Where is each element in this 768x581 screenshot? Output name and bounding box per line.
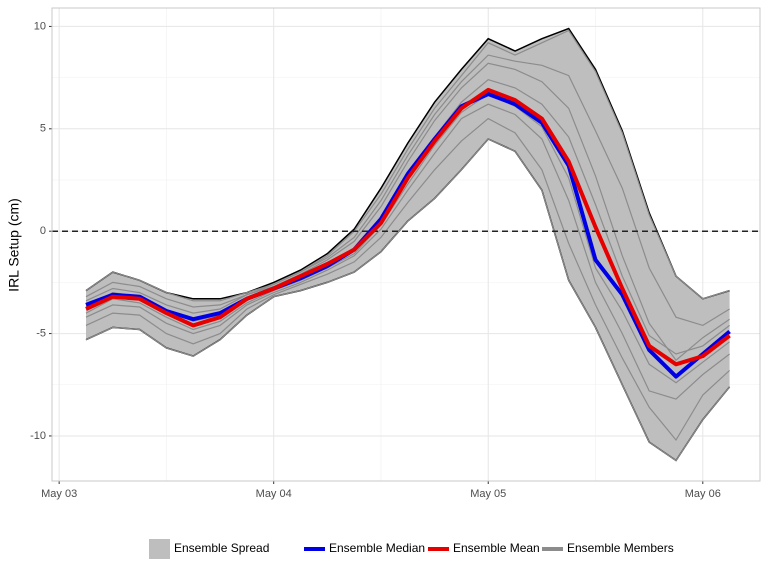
y-tick-label: -10 [30,430,46,442]
x-tick-label: May 04 [256,488,292,500]
member-line [85,93,730,384]
y-tick-label: 0 [40,225,46,237]
member-line [85,54,730,327]
plot-border [51,7,761,482]
legend-label: Ensemble Members [567,541,674,555]
legend-label: Ensemble Spread [174,541,269,555]
legend-swatch [149,539,170,559]
legend-label: Ensemble Median [329,541,425,555]
x-tick-label: May 05 [470,488,506,500]
y-tick-label: 10 [34,20,46,32]
series-line [85,87,731,367]
member-line [85,117,731,442]
member-line [85,29,730,302]
member-line [85,62,730,362]
legend-label: Ensemble Mean [453,541,540,555]
spread-upper [85,27,730,300]
y-tick-label: 5 [40,123,46,135]
x-tick-label: May 03 [41,488,77,500]
member-line [85,138,731,462]
x-tick-label: May 06 [685,488,721,500]
series-line [85,92,731,379]
y-tick-label: -5 [36,327,46,339]
member-line [85,103,730,400]
y-axis-title: IRL Setup (cm) [6,198,22,292]
